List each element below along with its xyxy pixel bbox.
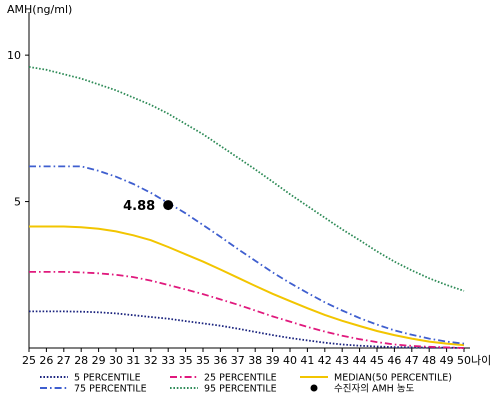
x-tick-label: 29 — [92, 354, 106, 367]
annotation-group: 4.88 — [123, 199, 174, 214]
x-tick-label: 30 — [109, 354, 123, 367]
x-tick-label: 50 — [457, 354, 471, 367]
y-tick-label: 5 — [14, 196, 21, 209]
annotation-point — [163, 200, 174, 211]
legend-label: 75 PERCENTILE — [74, 384, 147, 395]
x-tick-label: 48 — [422, 354, 436, 367]
x-tick-label: 37 — [231, 354, 245, 367]
legend-label: 5 PERCENTILE — [74, 373, 141, 384]
series-line — [29, 225, 465, 347]
series-line — [28, 66, 465, 292]
x-tick-label: 46 — [387, 354, 401, 367]
x-tick-label: 44 — [353, 354, 367, 367]
x-tick-label: 33 — [161, 354, 175, 367]
legend-label: 수진자의 AMH 농도 — [334, 384, 415, 395]
x-tick-label: 32 — [144, 354, 158, 367]
legend-label: 95 PERCENTILE — [204, 384, 277, 395]
x-tick-label: 35 — [196, 354, 210, 367]
annotation-label: 4.88 — [123, 199, 155, 214]
x-tick-label: 36 — [213, 354, 227, 367]
series-line — [29, 310, 465, 349]
x-tick-label: 40 — [283, 354, 297, 367]
series-group — [28, 66, 465, 349]
x-tick-label: 25 — [22, 354, 36, 367]
x-tick-label: 27 — [57, 354, 71, 367]
series-line — [29, 270, 465, 349]
legend-label: MEDIAN(50 PERCENTILE) — [334, 373, 452, 384]
x-tick-label: 26 — [39, 354, 53, 367]
x-tick-label: 43 — [335, 354, 349, 367]
x-tick-label: 45 — [370, 354, 384, 367]
series-line — [29, 165, 465, 345]
x-axis-title: 나이 — [471, 354, 491, 367]
legend-marker — [310, 384, 318, 392]
y-axis-title: AMH(ng/ml) — [7, 3, 72, 16]
x-tick-label: 41 — [300, 354, 314, 367]
x-tick-label: 35 — [179, 354, 193, 367]
x-tick-label: 31 — [126, 354, 140, 367]
x-tick-label: 28 — [74, 354, 88, 367]
x-tick-label: 38 — [248, 354, 262, 367]
legend: 5 PERCENTILE 25 PERCENTILE MEDIAN(50 PERCE… — [40, 373, 452, 395]
x-tick-label: 42 — [318, 354, 332, 367]
legend-label: 25 PERCENTILE — [204, 373, 277, 384]
x-tick-label: 49 — [440, 354, 454, 367]
x-tick-label: 39 — [266, 354, 280, 367]
y-tick-label: 10 — [7, 49, 21, 62]
x-tick-label: 47 — [405, 354, 419, 367]
